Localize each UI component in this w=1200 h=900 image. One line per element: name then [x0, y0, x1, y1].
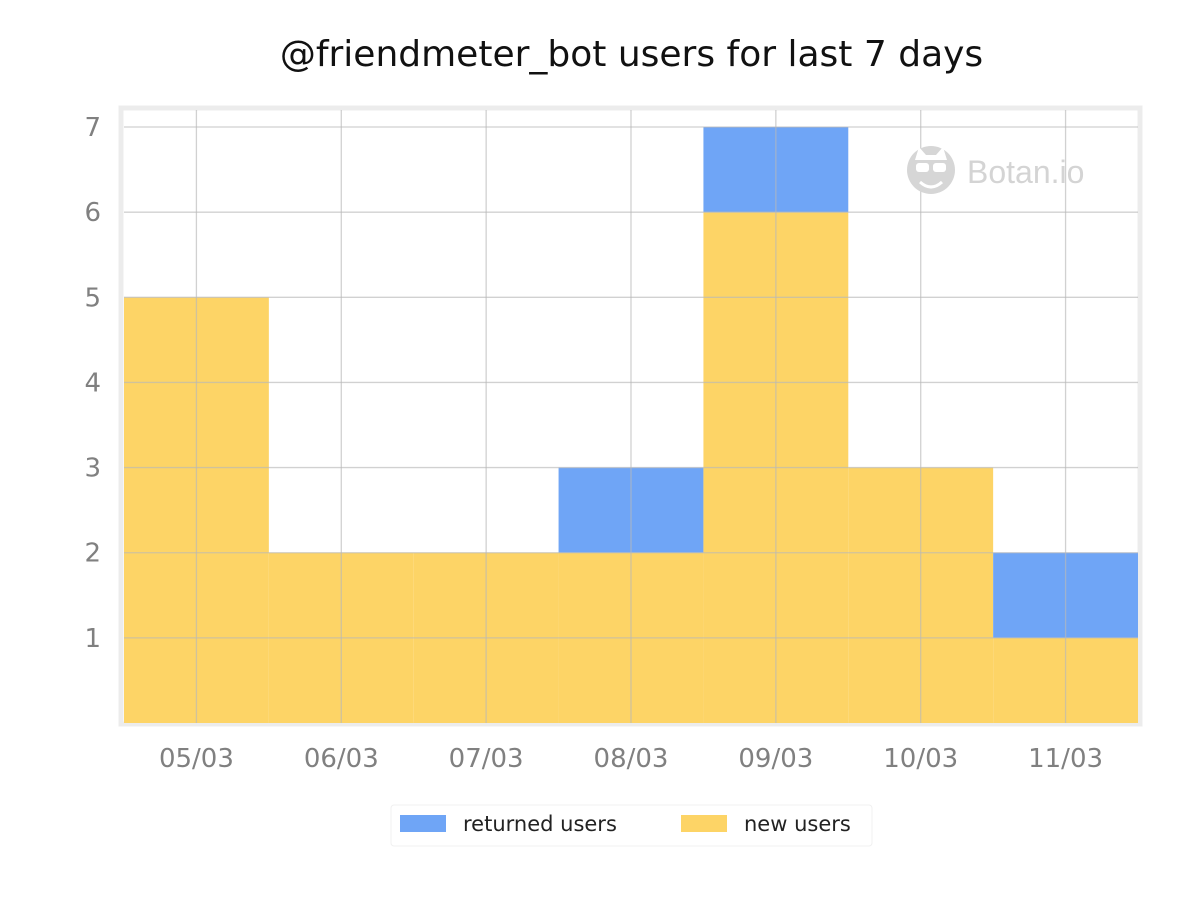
y-tick-label-6: 6	[84, 198, 101, 228]
legend-swatch-returned-users	[400, 815, 446, 832]
x-tick-label-05-03: 05/03	[159, 744, 234, 774]
x-tick-label-11-03: 11/03	[1028, 744, 1103, 774]
x-axis-ticks: 05/03 06/03 07/03 08/03 09/03 10/03 11/03	[159, 744, 1103, 774]
x-tick-label-10-03: 10/03	[883, 744, 958, 774]
botan-logo-icon	[907, 146, 955, 194]
legend-label-new-users: new users	[744, 812, 851, 836]
chart-title: @friendmeter_bot users for last 7 days	[279, 34, 984, 75]
y-tick-label-1: 1	[84, 624, 101, 654]
x-tick-label-08-03: 08/03	[594, 744, 669, 774]
x-tick-label-09-03: 09/03	[738, 744, 813, 774]
y-tick-label-4: 4	[84, 368, 101, 398]
botan-watermark: Botan.io	[907, 146, 1084, 194]
legend-label-returned-users: returned users	[463, 812, 617, 836]
legend-box	[390, 804, 873, 847]
grid-layer	[124, 110, 1138, 723]
x-tick-label-07-03: 07/03	[449, 744, 524, 774]
x-tick-label-06-03: 06/03	[304, 744, 379, 774]
y-tick-label-7: 7	[84, 113, 101, 143]
y-tick-label-2: 2	[84, 539, 101, 569]
watermark-text: Botan.io	[967, 154, 1084, 190]
legend: returned users new users	[390, 804, 873, 847]
y-axis-ticks: 1 2 3 4 5 6 7	[84, 113, 101, 654]
legend-swatch-new-users	[681, 815, 727, 832]
y-tick-label-3: 3	[84, 454, 101, 484]
y-tick-label-5: 5	[84, 283, 101, 313]
